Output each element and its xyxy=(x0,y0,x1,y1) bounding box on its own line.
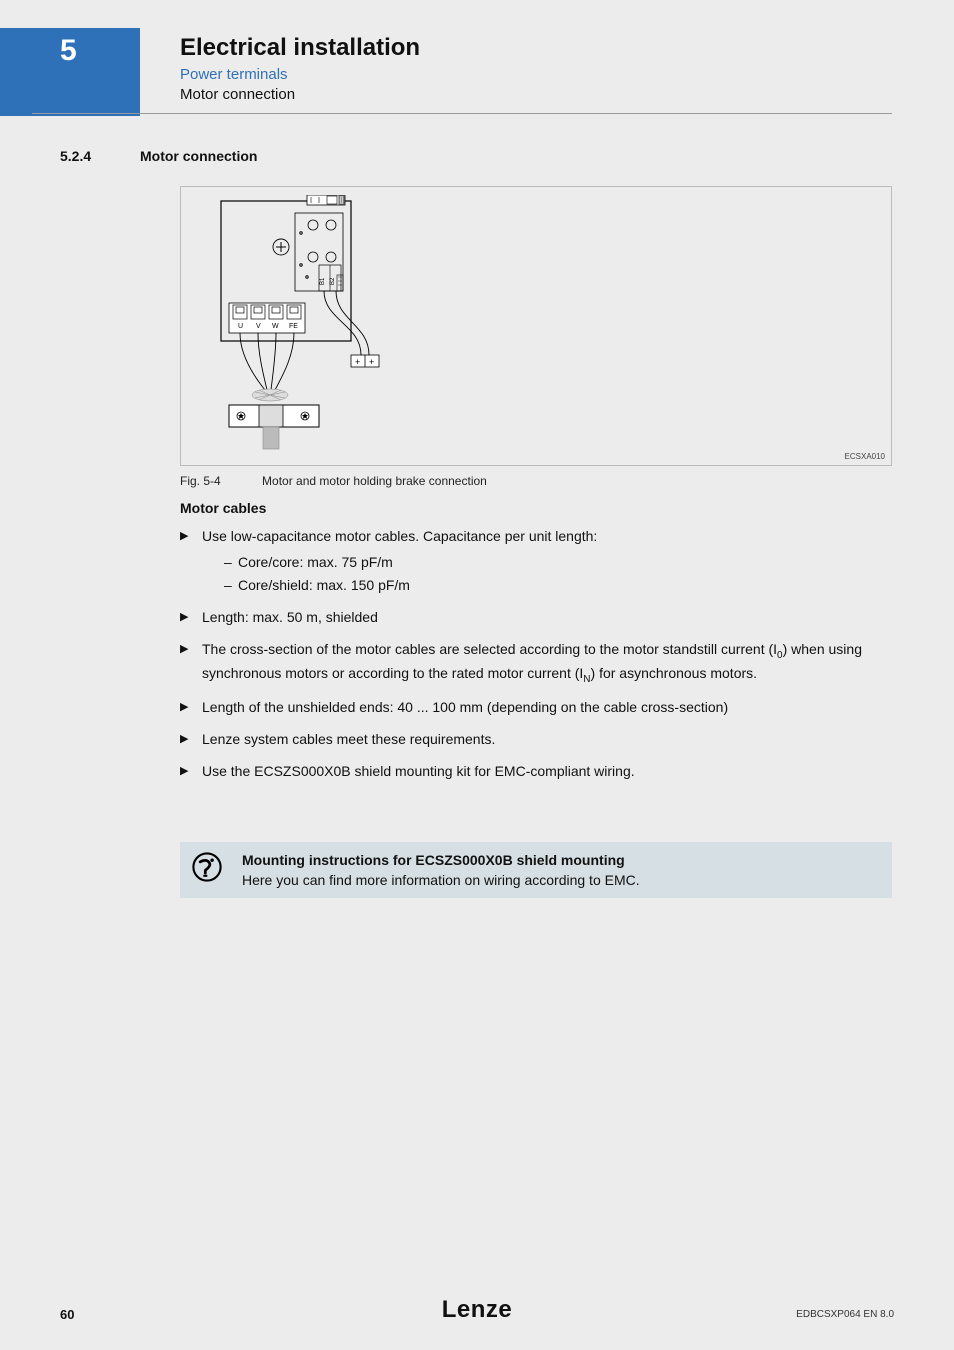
bullet-3: The cross-section of the motor cables ar… xyxy=(180,639,892,688)
label-b1: B1 xyxy=(320,277,326,285)
label-b2: B2 xyxy=(330,277,336,285)
bullet-list: Use low-capacitance motor cables. Capaci… xyxy=(180,526,892,792)
section-title: Motor connection xyxy=(140,148,257,164)
label-u: U xyxy=(238,323,243,330)
bullet-1b: Core/shield: max. 150 pF/m xyxy=(224,575,892,597)
tip-text: Here you can find more information on wi… xyxy=(242,872,880,888)
tip-box: Mounting instructions for ECSZS000X0B sh… xyxy=(180,842,892,898)
chapter-subtitle-1: Power terminals xyxy=(180,66,288,83)
label-w: W xyxy=(272,323,279,330)
figure-caption: Fig. 5-4 Motor and motor holding brake c… xyxy=(180,474,487,488)
bullet-4: Length of the unshielded ends: 40 ... 10… xyxy=(180,697,892,719)
bullet-3-pre: The cross-section of the motor cables ar… xyxy=(202,641,777,657)
bullet-1: Use low-capacitance motor cables. Capaci… xyxy=(180,526,892,597)
footer-page-number: 60 xyxy=(60,1307,74,1322)
figure-caption-num: Fig. 5-4 xyxy=(180,474,221,488)
tip-icon xyxy=(190,850,224,884)
bullet-3-post: ) for asynchronous motors. xyxy=(591,665,758,681)
label-fe: FE xyxy=(289,323,298,330)
bullet-6: Use the ECSZS000X0B shield mounting kit … xyxy=(180,761,892,783)
footer-logo: Lenze xyxy=(442,1296,513,1324)
motor-cables-heading: Motor cables xyxy=(180,500,266,516)
bullet-3-subN: N xyxy=(583,674,590,685)
header-divider xyxy=(32,113,892,114)
bullet-2: Length: max. 50 m, shielded xyxy=(180,607,892,629)
figure-caption-text: Motor and motor holding brake connection xyxy=(262,474,487,488)
figure-diagram: B1 B2 U V W FE xyxy=(211,195,411,455)
figure-code: ECSXA010 xyxy=(845,452,885,461)
footer-doc-id: EDBCSXP064 EN 8.0 xyxy=(796,1309,894,1320)
chapter-title: Electrical installation xyxy=(180,34,420,62)
label-plus-1: + xyxy=(355,357,360,367)
figure-box: ECSXA010 xyxy=(180,186,892,466)
bullet-1a: Core/core: max. 75 pF/m xyxy=(224,552,892,574)
label-v: V xyxy=(256,323,261,330)
label-plus-2: + xyxy=(369,357,374,367)
chapter-subtitle-2: Motor connection xyxy=(180,86,295,103)
bullet-1-text: Use low-capacitance motor cables. Capaci… xyxy=(202,528,597,544)
chapter-number: 5 xyxy=(60,34,77,68)
tip-title: Mounting instructions for ECSZS000X0B sh… xyxy=(242,852,880,868)
section-number: 5.2.4 xyxy=(60,148,91,164)
bullet-5: Lenze system cables meet these requireme… xyxy=(180,729,892,751)
